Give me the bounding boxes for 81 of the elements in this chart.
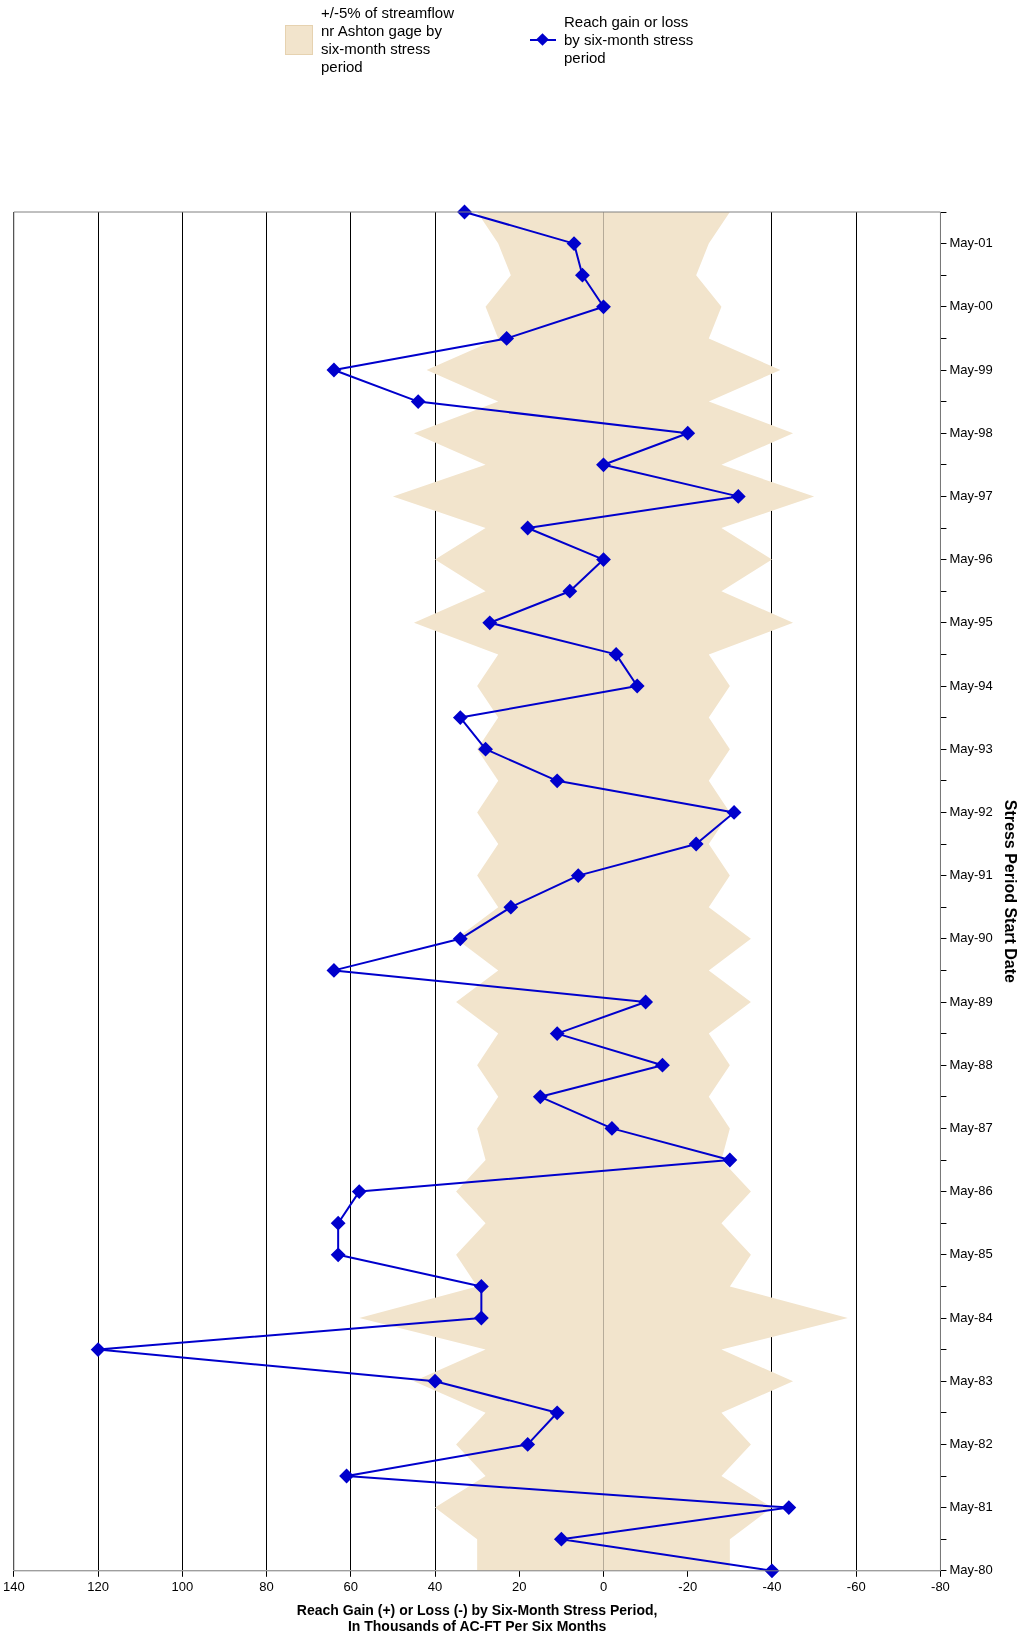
point <box>638 995 653 1009</box>
point <box>326 363 341 377</box>
x-axis-title: Reach Gain (+) or Loss (-) by Six-Month Stress Period, In Thousands of AC-FT Per Six Months <box>296 1601 658 1635</box>
x-tick-label: 40 <box>427 1579 443 1595</box>
x-tick-label: -20 <box>678 1579 698 1595</box>
point <box>575 268 590 283</box>
y-tick-label: May-87 <box>949 1119 993 1135</box>
x-tick-label: 20 <box>512 1579 527 1595</box>
point <box>339 1469 354 1483</box>
point <box>352 1184 367 1199</box>
point <box>411 394 426 409</box>
x-tick-label: 140 <box>2 1579 25 1595</box>
point <box>453 710 468 725</box>
y-tick-label: May-92 <box>949 803 993 819</box>
point <box>596 457 611 472</box>
point <box>482 615 497 630</box>
point <box>550 1405 565 1420</box>
y-tick-label: May-83 <box>949 1372 993 1388</box>
point <box>453 931 468 946</box>
y-tick-label: May-81 <box>949 1499 993 1515</box>
y-tick-label: May-90 <box>949 930 993 946</box>
point <box>609 647 624 662</box>
y-tick-label: May-00 <box>949 298 993 314</box>
point <box>326 963 341 978</box>
y-tick-label: May-82 <box>949 1435 993 1451</box>
point <box>571 868 586 883</box>
y-axis-title: Stress Period Start Date <box>1001 799 1019 984</box>
x-tick-label: 100 <box>171 1579 194 1595</box>
y-tick-label: May-96 <box>949 551 993 567</box>
y-tick-label: May-99 <box>949 361 993 377</box>
y-tick-label: May-01 <box>949 235 993 251</box>
point <box>550 773 565 788</box>
y-tick-label: May-86 <box>949 1183 993 1199</box>
point <box>499 331 514 346</box>
point <box>596 552 611 567</box>
point <box>503 900 518 915</box>
point <box>520 1437 535 1452</box>
point <box>567 236 582 251</box>
point <box>554 1532 569 1547</box>
point <box>428 1374 443 1389</box>
x-tick-label: -40 <box>762 1579 782 1595</box>
x-tick-label: -80 <box>931 1579 950 1595</box>
point <box>474 1311 489 1325</box>
point <box>478 742 493 757</box>
point <box>562 584 577 599</box>
point <box>91 1342 106 1357</box>
point <box>655 1058 670 1073</box>
point <box>689 837 704 851</box>
legend-label: +/-5% of streamflow nr Ashton gage by six-month stress period <box>321 4 455 76</box>
y-tick-label: May-98 <box>949 424 993 440</box>
point <box>764 1563 779 1578</box>
y-tick-label: May-85 <box>949 1246 993 1262</box>
y-tick-label: May-80 <box>949 1562 993 1578</box>
y-tick-label: May-95 <box>949 614 993 630</box>
point <box>331 1247 346 1262</box>
point <box>781 1500 796 1515</box>
point <box>550 1026 565 1041</box>
y-tick-label: May-94 <box>949 677 993 693</box>
point <box>680 426 695 441</box>
x-tick-label: -60 <box>846 1579 866 1595</box>
y-tick-label: May-97 <box>949 487 993 503</box>
point <box>722 1153 737 1167</box>
point <box>731 489 746 504</box>
point <box>727 805 742 820</box>
point <box>630 679 645 693</box>
x-tick-label: 60 <box>343 1579 359 1595</box>
x-tick-label: 120 <box>87 1579 109 1595</box>
point <box>331 1216 346 1231</box>
point <box>604 1121 619 1136</box>
y-tick-label: May-91 <box>949 867 993 883</box>
point <box>520 521 535 535</box>
y-tick-label: May-84 <box>949 1309 993 1325</box>
x-tick-label: 0 <box>599 1579 608 1595</box>
y-tick-label: May-89 <box>949 993 993 1009</box>
point <box>596 299 611 314</box>
point <box>474 1279 489 1294</box>
y-tick-label: May-93 <box>949 740 993 756</box>
point <box>533 1089 548 1104</box>
legend-label: Reach gain or loss by six-month stress period <box>564 13 695 67</box>
x-tick-label: 80 <box>259 1579 274 1595</box>
y-tick-label: May-88 <box>949 1056 993 1072</box>
